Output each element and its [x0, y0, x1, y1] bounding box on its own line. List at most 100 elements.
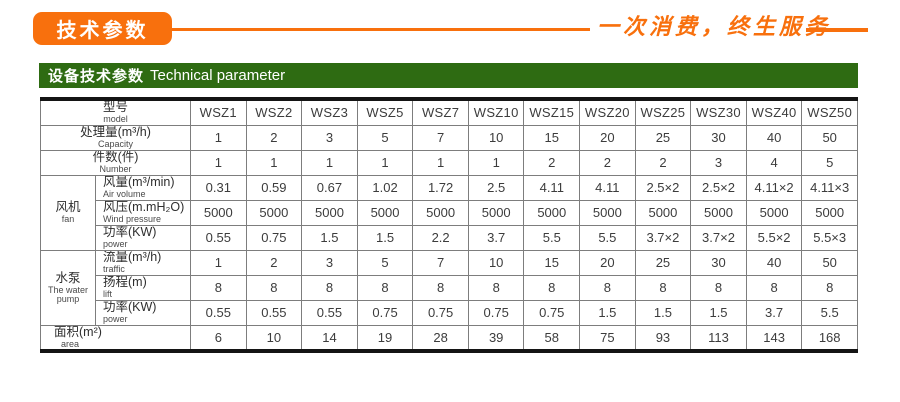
cell-wind-pressure-WSZ2: 5000: [245, 199, 303, 226]
cell-capacity-WSZ20: 20: [579, 124, 636, 151]
cell-air-volume-WSZ5: 1.02: [356, 174, 414, 201]
cell-number-WSZ7: 1: [412, 149, 469, 176]
cell-fan-power-WSZ30: 3.7×2: [690, 224, 747, 251]
cell-traffic-WSZ5: 5: [356, 249, 414, 276]
cell-area-WSZ15: 58: [523, 324, 581, 351]
cell-model-WSZ10: WSZ10: [467, 98, 525, 126]
label-zh: 扬程(m): [103, 275, 147, 289]
cell-fan-power-WSZ2: 0.75: [245, 224, 303, 251]
cell-pump-power-WSZ1: 0.55: [190, 299, 247, 326]
cell-capacity-WSZ2: 2: [245, 124, 303, 151]
cell-model-WSZ40: WSZ40: [745, 98, 803, 126]
cell-number-WSZ20: 2: [579, 149, 636, 176]
slogan-text: 一次消费，终生服务: [597, 14, 832, 40]
cell-traffic-WSZ30: 30: [690, 249, 747, 276]
label-en: power: [103, 239, 128, 249]
cell-pump-power-WSZ15: 0.75: [523, 299, 581, 326]
cell-capacity-WSZ1: 1: [190, 124, 247, 151]
cell-lift-WSZ7: 8: [412, 274, 469, 301]
tech-params-badge: 技术参数: [33, 12, 172, 45]
cell-wind-pressure-WSZ50: 5000: [801, 199, 858, 226]
section-title-zh: 设备技术参数: [48, 68, 145, 85]
cell-air-volume-WSZ50: 4.11×3: [801, 174, 858, 201]
label-zh: 功率(KW): [103, 300, 157, 314]
label-zh: 风压(m.mH₂O): [103, 200, 185, 214]
cell-traffic-WSZ10: 10: [467, 249, 525, 276]
cell-air-volume-WSZ20: 4.11: [579, 174, 636, 201]
row-label-capacity: 处理量(m³/h) Capacity: [39, 124, 192, 151]
cell-fan-power-WSZ20: 5.5: [579, 224, 636, 251]
divider-line-right: [806, 28, 868, 32]
cell-fan-power-WSZ15: 5.5: [523, 224, 581, 251]
cell-fan-power-WSZ1: 0.55: [190, 224, 247, 251]
label-en: fan: [61, 214, 75, 224]
divider-line-left: [172, 28, 590, 31]
table-row-air-volume: 风机 fan 风量(m³/min) Air volume 0.31 0.59 0.6…: [40, 174, 858, 251]
cell-wind-pressure-WSZ25: 5000: [634, 199, 692, 226]
cell-lift-WSZ1: 8: [190, 274, 247, 301]
cell-lift-WSZ3: 8: [301, 274, 358, 301]
cell-model-WSZ7: WSZ7: [412, 98, 469, 126]
label-zh: 水泵: [55, 270, 81, 285]
table-wrapper: 型号 model WSZ1 WSZ2 WSZ3 WSZ5 WSZ7 WSZ10 WSZ15 W…: [39, 97, 858, 353]
cell-traffic-WSZ2: 2: [245, 249, 303, 276]
label-en: Capacity: [98, 139, 134, 149]
cell-number-WSZ25: 2: [634, 149, 692, 176]
cell-lift-WSZ15: 8: [523, 274, 581, 301]
cell-air-volume-WSZ30: 2.5×2: [690, 174, 747, 201]
cell-traffic-WSZ50: 50: [801, 249, 858, 276]
cell-wind-pressure-WSZ40: 5000: [745, 199, 803, 226]
cell-model-WSZ1: WSZ1: [190, 98, 247, 126]
cell-area-WSZ10: 39: [467, 324, 525, 351]
cell-model-WSZ15: WSZ15: [523, 98, 581, 126]
cell-number-WSZ5: 1: [356, 149, 414, 176]
cell-capacity-WSZ10: 10: [467, 124, 525, 151]
cell-capacity-WSZ50: 50: [801, 124, 858, 151]
cell-fan-power-WSZ40: 5.5×2: [745, 224, 803, 251]
badge-label: 技术参数: [56, 20, 149, 42]
cell-pump-power-WSZ2: 0.55: [245, 299, 303, 326]
cell-area-WSZ50: 168: [801, 324, 858, 351]
cell-lift-WSZ30: 8: [690, 274, 747, 301]
cell-area-WSZ30: 113: [690, 324, 747, 351]
cell-lift-WSZ50: 8: [801, 274, 858, 301]
cell-traffic-WSZ15: 15: [523, 249, 581, 276]
row-label-wind-pressure: 风压(m.mH₂O) Wind pressure: [94, 199, 192, 226]
cell-wind-pressure-WSZ5: 5000: [356, 199, 414, 226]
cell-capacity-WSZ40: 40: [745, 124, 803, 151]
cell-capacity-WSZ5: 5: [356, 124, 414, 151]
cell-model-WSZ20: WSZ20: [579, 98, 636, 126]
label-zh: 功率(KW): [103, 225, 157, 239]
cell-lift-WSZ10: 8: [467, 274, 525, 301]
cell-number-WSZ3: 1: [301, 149, 358, 176]
cell-pump-power-WSZ25: 1.5: [634, 299, 692, 326]
cell-traffic-WSZ40: 40: [745, 249, 803, 276]
cell-air-volume-WSZ15: 4.11: [523, 174, 581, 201]
cell-model-WSZ5: WSZ5: [356, 98, 414, 126]
cell-number-WSZ30: 3: [690, 149, 747, 176]
cell-capacity-WSZ25: 25: [634, 124, 692, 151]
row-label-number: 件数(件) Number: [39, 149, 192, 176]
cell-traffic-WSZ1: 1: [190, 249, 247, 276]
cell-air-volume-WSZ3: 0.67: [301, 174, 358, 201]
cell-pump-power-WSZ10: 0.75: [467, 299, 525, 326]
cell-model-WSZ3: WSZ3: [301, 98, 358, 126]
cell-air-volume-WSZ40: 4.11×2: [745, 174, 803, 201]
cell-wind-pressure-WSZ1: 5000: [190, 199, 247, 226]
label-zh: 件数(件): [92, 150, 139, 164]
cell-pump-power-WSZ5: 0.75: [356, 299, 414, 326]
cell-air-volume-WSZ7: 1.72: [412, 174, 469, 201]
table-row-model: 型号 model WSZ1 WSZ2 WSZ3 WSZ5 WSZ7 WSZ10 WSZ15 W…: [39, 98, 858, 126]
cell-capacity-WSZ3: 3: [301, 124, 358, 151]
row-label-model: 型号 model: [39, 98, 192, 126]
label-zh: 面积(m²): [54, 325, 102, 339]
cell-area-WSZ1: 6: [190, 324, 247, 351]
cell-fan-power-WSZ7: 2.2: [412, 224, 469, 251]
cell-wind-pressure-WSZ7: 5000: [412, 199, 469, 226]
label-zh: 风量(m³/min): [103, 175, 175, 189]
cell-pump-power-WSZ50: 5.5: [801, 299, 858, 326]
row-label-air-volume: 风量(m³/min) Air volume: [94, 174, 192, 201]
